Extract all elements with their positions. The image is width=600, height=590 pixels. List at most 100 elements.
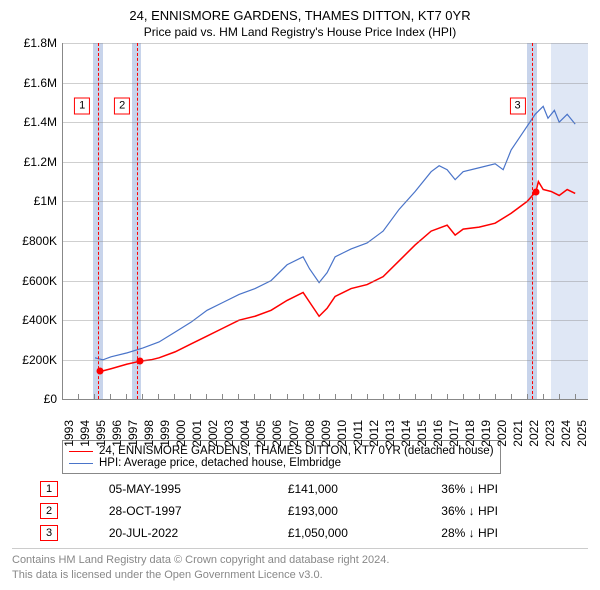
chart-title: 24, ENNISMORE GARDENS, THAMES DITTON, KT… — [12, 8, 588, 23]
sale-delta: 36% ↓ HPI — [441, 500, 588, 522]
sale-marker-2: 2 — [114, 98, 130, 115]
gridline — [63, 281, 588, 282]
chart-container: 24, ENNISMORE GARDENS, THAMES DITTON, KT… — [0, 0, 600, 590]
legend-row: HPI: Average price, detached house, Elmb… — [69, 457, 494, 469]
sale-number-box: 2 — [40, 503, 58, 519]
x-tick-label: 2017 — [447, 420, 461, 447]
x-tick-label: 2021 — [511, 420, 525, 447]
x-tick-label: 2018 — [463, 420, 477, 447]
sale-marker-3: 3 — [510, 98, 526, 115]
y-tick-label: £0 — [44, 392, 63, 406]
sale-number-box: 3 — [40, 525, 58, 541]
x-tick-label: 1993 — [62, 420, 76, 447]
x-tick-mark — [335, 394, 336, 400]
x-tick-label: 1999 — [158, 420, 172, 447]
sale-point — [532, 188, 539, 195]
footer-line-2: This data is licensed under the Open Gov… — [12, 568, 588, 582]
x-tick-label: 2012 — [367, 420, 381, 447]
gridline — [63, 162, 588, 163]
x-tick-mark — [110, 394, 111, 400]
sales-table: 105-MAY-1995£141,00036% ↓ HPI 2 28-OCT-199… — [40, 478, 588, 544]
sale-price: £141,000 — [288, 478, 441, 500]
x-tick-label: 2023 — [543, 420, 557, 447]
titles: 24, ENNISMORE GARDENS, THAMES DITTON, KT… — [12, 8, 588, 43]
x-tick-mark — [431, 394, 432, 400]
table-row: 105-MAY-1995£141,00036% ↓ HPI — [40, 478, 588, 500]
series-line — [100, 182, 575, 372]
x-tick-mark — [287, 394, 288, 400]
x-tick-mark — [238, 394, 239, 400]
x-tick-label: 2006 — [270, 420, 284, 447]
sale-date: 20-JUL-2022 — [109, 522, 288, 544]
x-tick-label: 1995 — [94, 420, 108, 447]
gridline — [63, 201, 588, 202]
y-tick-label: £1.8M — [24, 36, 63, 50]
legend-label: 24, ENNISMORE GARDENS, THAMES DITTON, KT… — [99, 445, 494, 457]
y-tick-label: £1.4M — [24, 115, 63, 129]
x-tick-mark — [479, 394, 480, 400]
footer: Contains HM Land Registry data © Crown c… — [12, 548, 588, 582]
x-tick-label: 2013 — [383, 420, 397, 447]
gridline — [63, 83, 588, 84]
x-tick-mark — [270, 394, 271, 400]
x-tick-mark — [399, 394, 400, 400]
x-tick-mark — [447, 394, 448, 400]
y-tick-label: £1.6M — [24, 76, 63, 90]
x-tick-mark — [495, 394, 496, 400]
sale-delta: 36% ↓ HPI — [441, 478, 588, 500]
sale-price: £193,000 — [288, 500, 441, 522]
x-tick-mark — [415, 394, 416, 400]
sale-number-box: 1 — [40, 481, 58, 497]
gridline — [63, 122, 588, 123]
y-tick-label: £200K — [22, 353, 63, 367]
x-tick-label: 2000 — [174, 420, 188, 447]
y-tick-label: £1.2M — [24, 155, 63, 169]
gridline — [63, 43, 588, 44]
x-tick-mark — [575, 394, 576, 400]
y-tick-label: £800K — [22, 234, 63, 248]
x-tick-label: 2005 — [254, 420, 268, 447]
y-tick-label: £400K — [22, 313, 63, 327]
legend-swatch — [69, 463, 93, 464]
x-tick-label: 1998 — [142, 420, 156, 447]
x-tick-label: 2004 — [238, 420, 252, 447]
sale-delta: 28% ↓ HPI — [441, 522, 588, 544]
x-tick-mark — [303, 394, 304, 400]
x-tick-mark — [254, 394, 255, 400]
x-tick-mark — [190, 394, 191, 400]
x-tick-mark — [158, 394, 159, 400]
x-tick-label: 2015 — [415, 420, 429, 447]
x-tick-label: 1994 — [78, 420, 92, 447]
x-tick-label: 2001 — [190, 420, 204, 447]
x-tick-mark — [527, 394, 528, 400]
table-row: 320-JUL-2022£1,050,00028% ↓ HPI — [40, 522, 588, 544]
x-tick-label: 2022 — [527, 420, 541, 447]
sale-vline — [137, 43, 138, 399]
x-tick-mark — [351, 394, 352, 400]
x-tick-label: 2003 — [222, 420, 236, 447]
x-tick-mark — [222, 394, 223, 400]
x-tick-mark — [94, 394, 95, 400]
x-tick-label: 2011 — [351, 420, 365, 446]
x-tick-label: 2024 — [559, 420, 573, 447]
sale-point — [97, 368, 104, 375]
x-tick-mark — [174, 394, 175, 400]
plot-wrap: £0£200K£400K£600K£800K£1M£1.2M£1.4M£1.6M… — [62, 43, 588, 434]
x-axis: 1993199419951996199719981999200020012002… — [62, 400, 588, 434]
y-tick-label: £600K — [22, 274, 63, 288]
legend-label: HPI: Average price, detached house, Elmb… — [99, 457, 341, 469]
x-tick-mark — [319, 394, 320, 400]
x-tick-label: 1997 — [126, 420, 140, 447]
y-tick-label: £1M — [34, 194, 63, 208]
chart-area: £0 £200K £400K £600K £800K £1M £1.2M £1.4M £1.6M… — [12, 43, 588, 434]
chart-subtitle: Price paid vs. HM Land Registry's House … — [12, 25, 588, 39]
x-tick-label: 2007 — [287, 420, 301, 447]
x-tick-mark — [126, 394, 127, 400]
x-tick-mark — [543, 394, 544, 400]
x-tick-mark — [559, 394, 560, 400]
x-tick-mark — [206, 394, 207, 400]
x-tick-label: 1996 — [110, 420, 124, 447]
sale-date: 28-OCT-1997 — [109, 500, 288, 522]
legend-swatch — [69, 451, 93, 452]
sale-vline — [98, 43, 99, 399]
